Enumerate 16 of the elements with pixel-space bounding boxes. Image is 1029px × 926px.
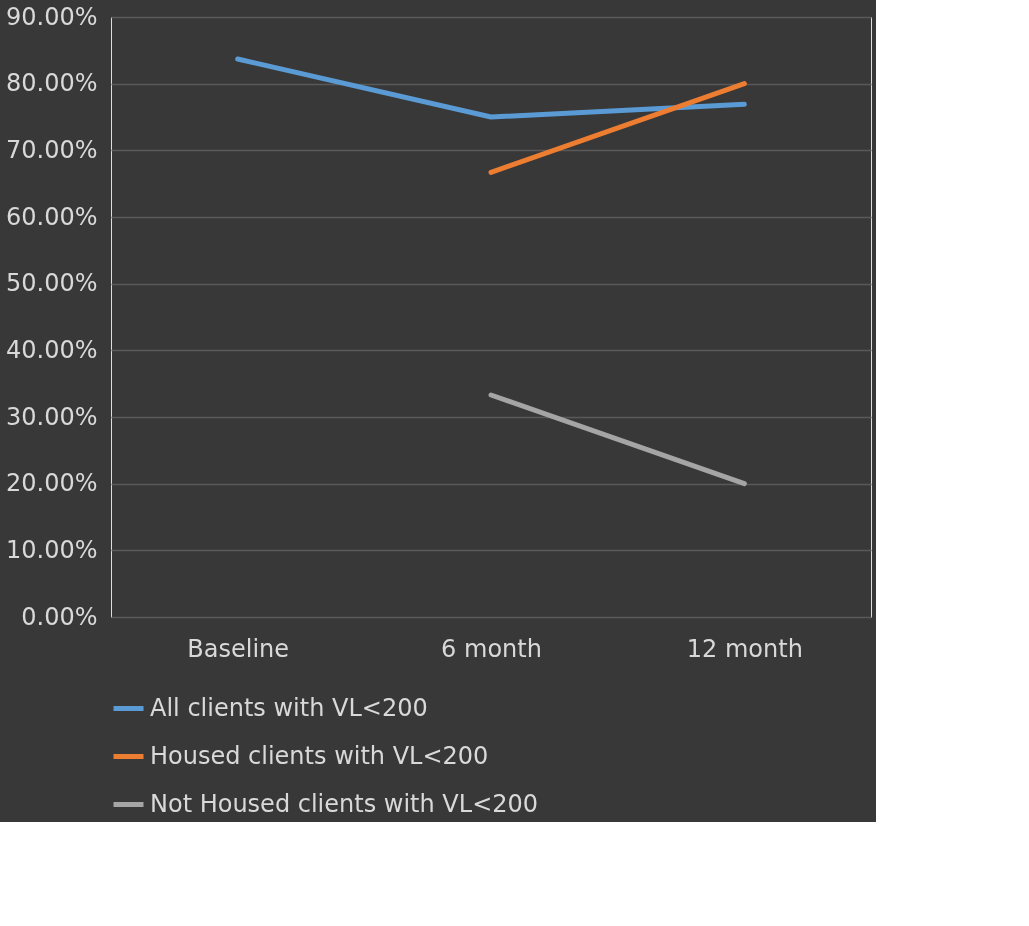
legend-label: Not Housed clients with VL<200 bbox=[150, 789, 539, 818]
y-tick-label: 0.00% bbox=[21, 602, 98, 631]
y-tick-label: 20.00% bbox=[5, 469, 98, 498]
y-tick-label: 70.00% bbox=[5, 135, 98, 164]
y-tick-label: 40.00% bbox=[5, 335, 98, 364]
y-tick-label: 30.00% bbox=[5, 402, 98, 431]
y-tick-label: 50.00% bbox=[5, 269, 98, 298]
x-tick-label: 6 month bbox=[441, 634, 542, 663]
legend-label: All clients with VL<200 bbox=[150, 693, 428, 722]
legend-label: Housed clients with VL<200 bbox=[150, 741, 489, 770]
x-tick-label: 12 month bbox=[686, 634, 803, 663]
y-tick-label: 80.00% bbox=[5, 69, 98, 98]
y-tick-label: 90.00% bbox=[5, 2, 98, 31]
x-tick-label: Baseline bbox=[187, 634, 290, 663]
y-tick-label: 10.00% bbox=[5, 535, 98, 564]
y-tick-label: 60.00% bbox=[5, 202, 98, 231]
